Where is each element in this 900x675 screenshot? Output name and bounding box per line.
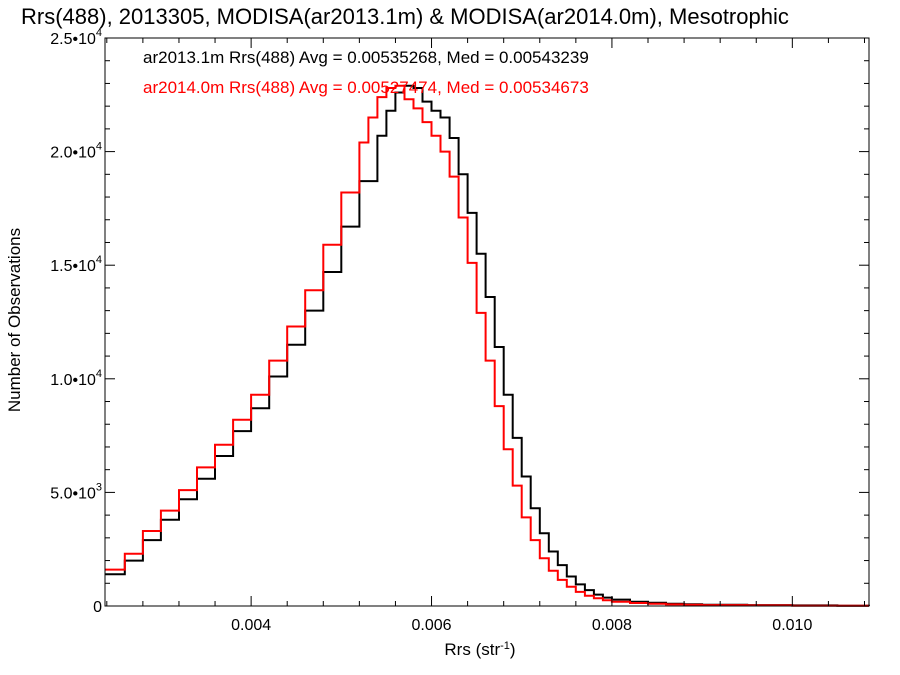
- x-tick-label: 0.010: [772, 617, 812, 634]
- legend-entry-1: ar2013.1m Rrs(488) Avg = 0.00535268, Med…: [143, 48, 589, 67]
- y-tick-label: 2.5•104: [50, 27, 102, 48]
- x-axis-ticks: 0.004 0.006 0.008 0.010: [106, 38, 865, 634]
- y-tick-label: 0: [93, 599, 102, 616]
- histogram-series-2: [105, 84, 869, 607]
- plot-frame: [104, 37, 870, 607]
- x-tick-label: 0.008: [592, 617, 632, 634]
- x-tick-label: 0.006: [412, 617, 452, 634]
- y-tick-label: 5.0•103: [50, 481, 102, 502]
- x-axis-label-superscript: -1: [500, 640, 510, 652]
- y-axis-ticks: 0 5.0•103 1.0•104 1.5•104 2.0•104 2.5•104: [50, 27, 869, 616]
- y-axis-label: Number of Observations: [5, 228, 24, 412]
- y-tick-label: 1.0•104: [50, 368, 102, 389]
- x-axis-label: Rrs (str-1): [444, 640, 515, 659]
- chart-title: Rrs(488), 2013305, MODISA(ar2013.1m) & M…: [21, 4, 789, 29]
- x-tick-label: 0.004: [231, 617, 271, 634]
- legend-entry-2: ar2014.0m Rrs(488) Avg = 0.00527474, Med…: [143, 78, 589, 97]
- y-tick-label: 2.0•104: [50, 141, 102, 162]
- series-layer: [105, 84, 870, 607]
- histogram-series-1: [105, 84, 870, 607]
- y-tick-label: 1.5•104: [50, 254, 102, 275]
